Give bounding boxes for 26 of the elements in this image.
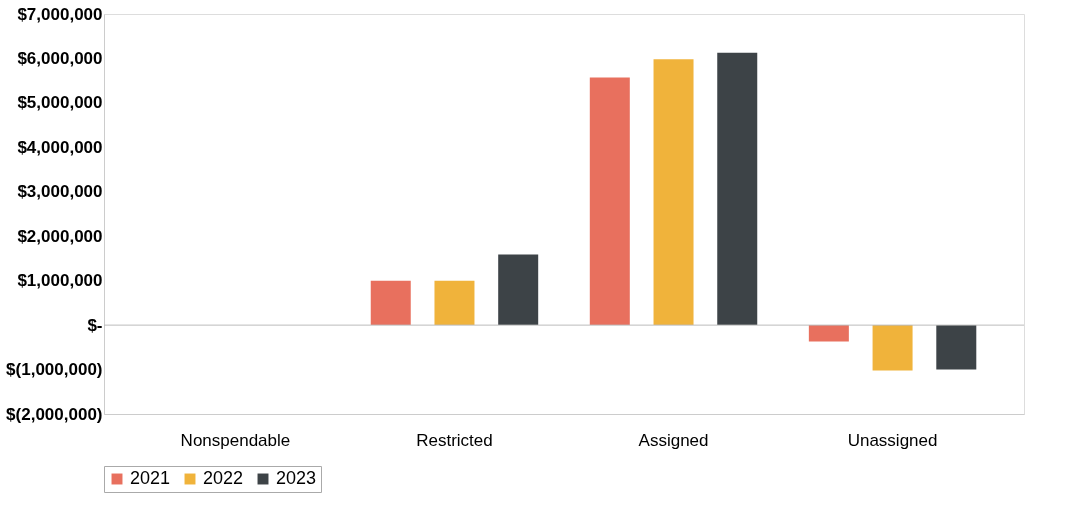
y-tick-label: $5,000,000 bbox=[17, 93, 103, 113]
y-tick-label: $1,000,000 bbox=[17, 271, 103, 291]
bar bbox=[808, 325, 849, 342]
y-tick-label: $4,000,000 bbox=[17, 137, 103, 157]
y-tick-label: $7,000,000 bbox=[17, 4, 103, 24]
bar bbox=[872, 325, 913, 371]
x-tick-label: Unassigned bbox=[847, 430, 938, 450]
legend-label: 2022 bbox=[203, 468, 244, 488]
y-tick-label: $(2,000,000) bbox=[6, 404, 103, 424]
legend-label: 2023 bbox=[276, 468, 317, 488]
bar bbox=[936, 325, 977, 370]
y-tick-label: $2,000,000 bbox=[17, 226, 103, 246]
bar bbox=[498, 254, 539, 326]
y-tick-label: $3,000,000 bbox=[17, 182, 103, 202]
y-tick-label: $(1,000,000) bbox=[6, 360, 103, 380]
bar bbox=[717, 52, 758, 326]
bar bbox=[434, 280, 475, 326]
bar bbox=[370, 280, 411, 326]
x-tick-label: Nonspendable bbox=[180, 430, 291, 450]
x-tick-label: Restricted bbox=[416, 430, 493, 450]
legend-label: 2021 bbox=[130, 468, 171, 488]
y-tick-label: $6,000,000 bbox=[17, 48, 103, 68]
y-tick-label: $- bbox=[87, 315, 103, 335]
x-tick-label: Assigned bbox=[638, 430, 709, 450]
bar bbox=[653, 59, 694, 326]
bar bbox=[589, 77, 630, 326]
